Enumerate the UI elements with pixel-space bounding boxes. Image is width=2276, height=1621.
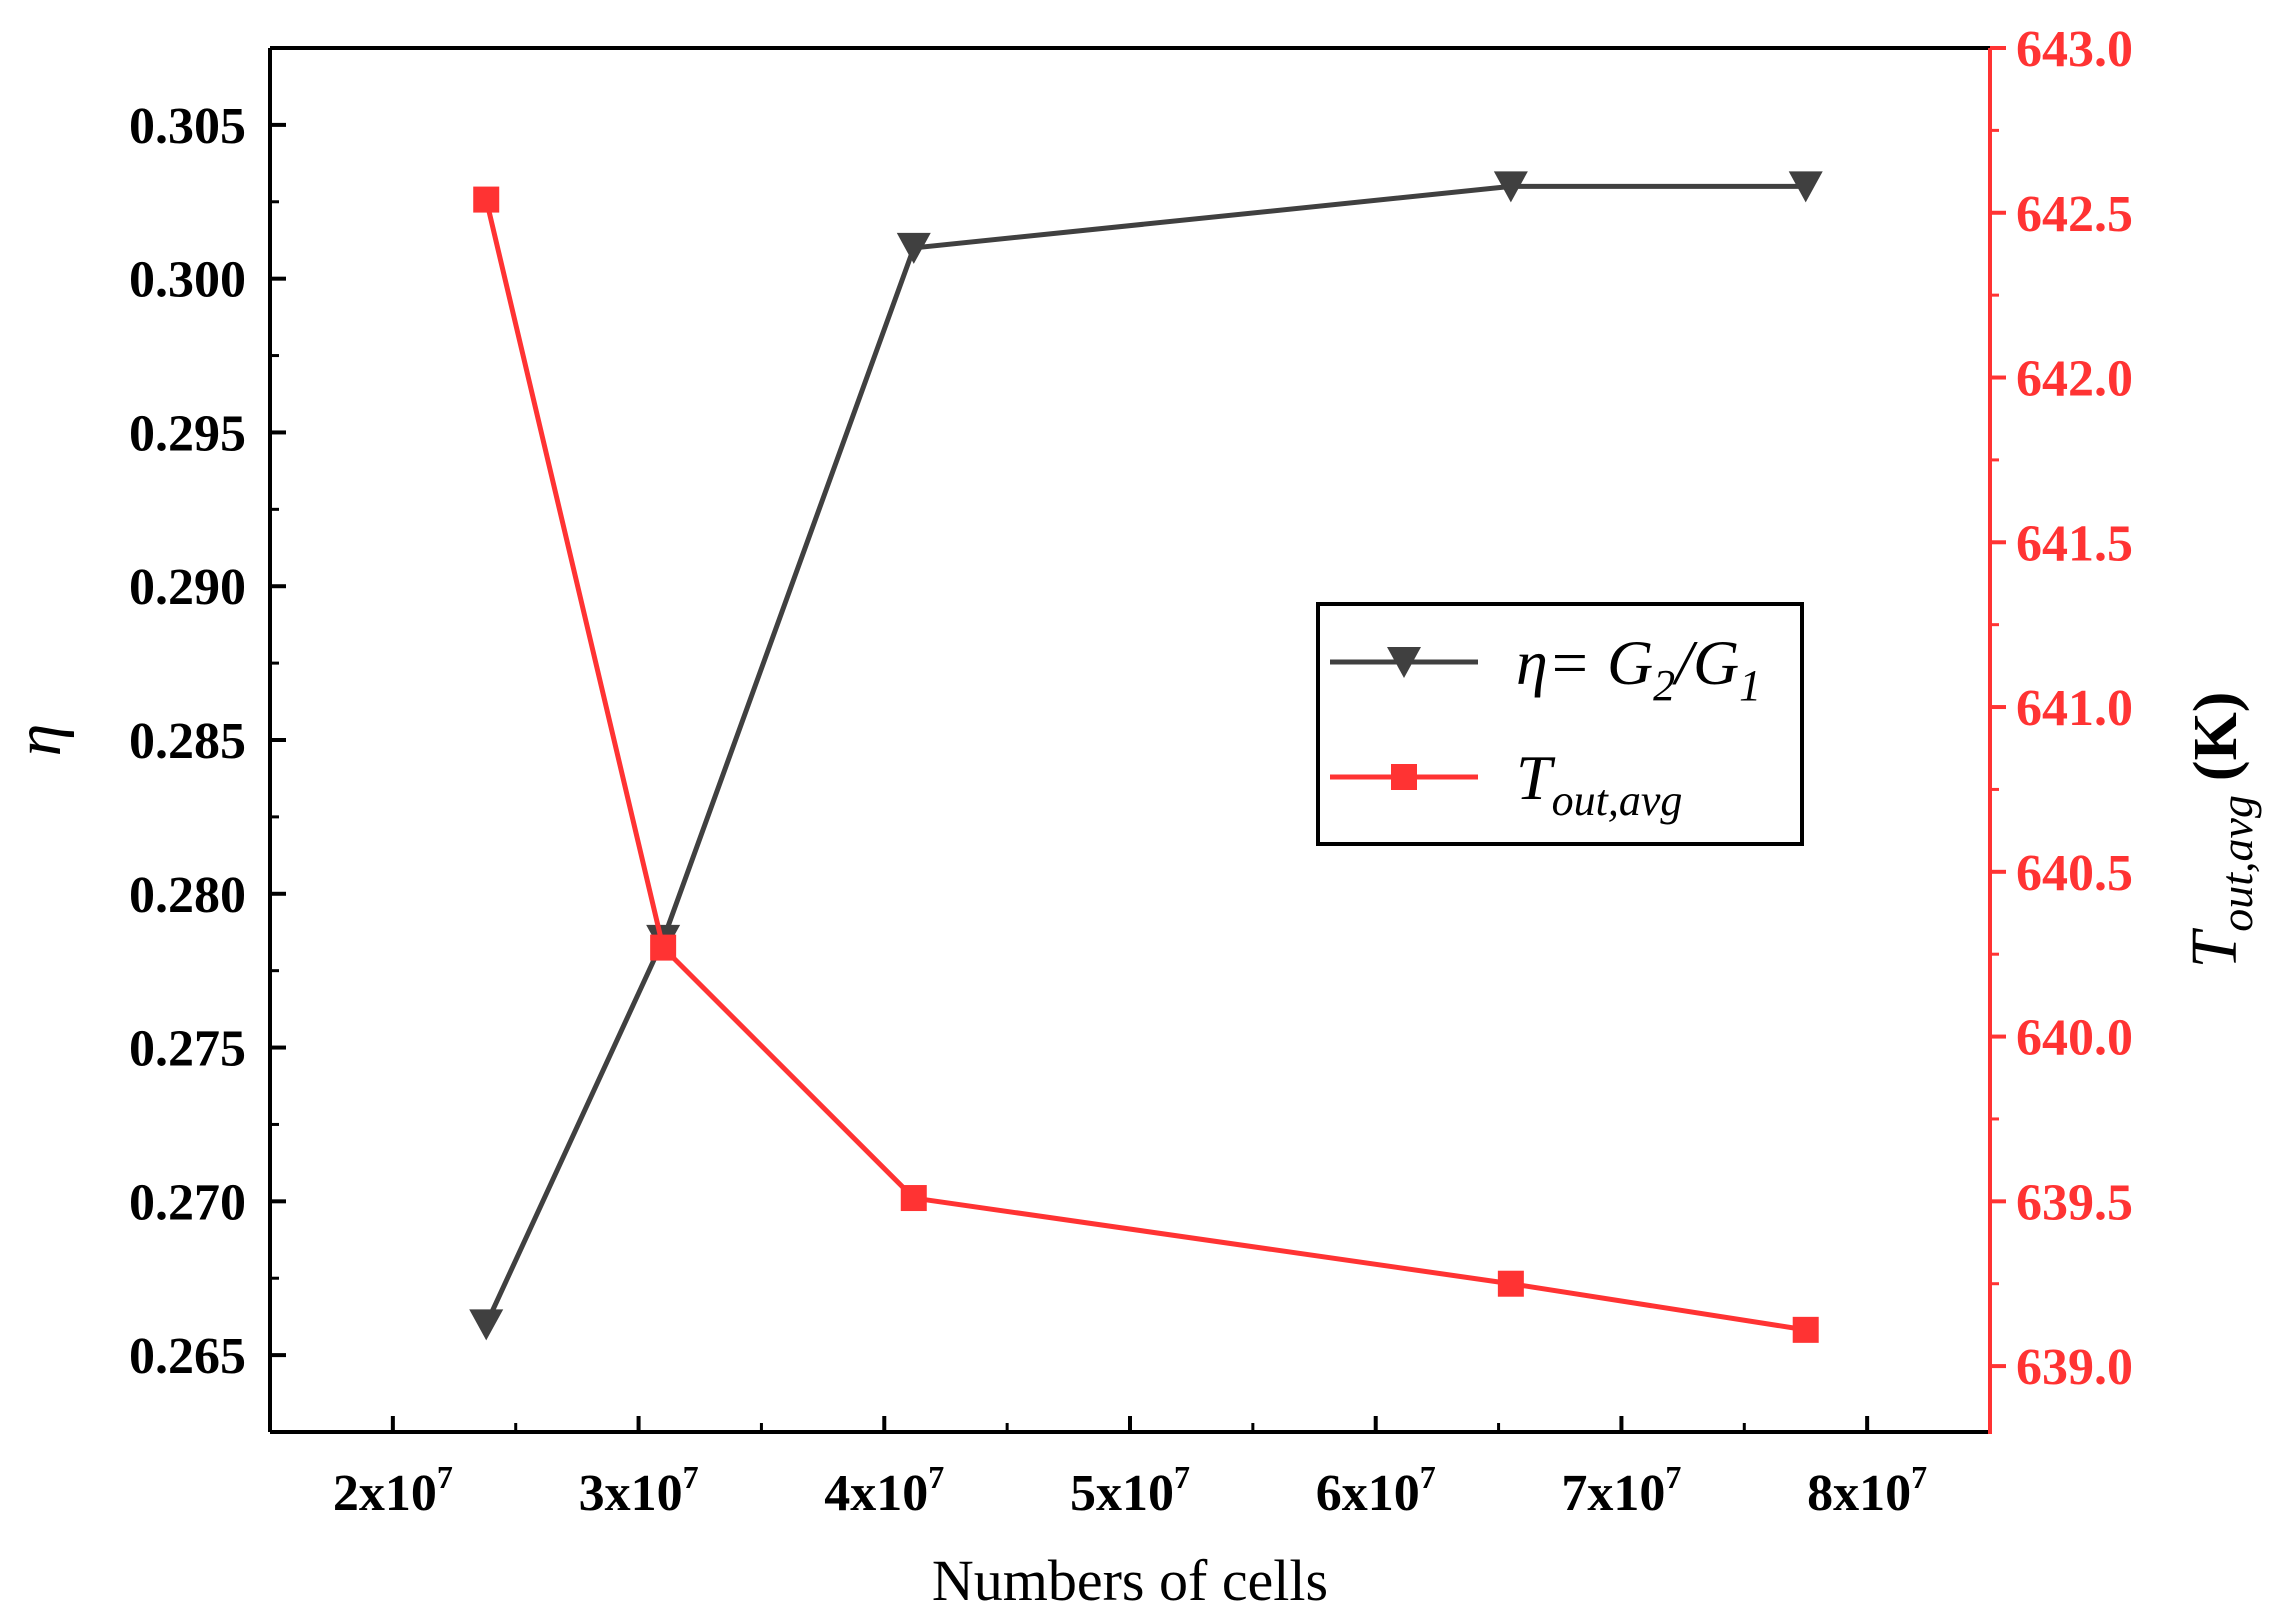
x-tick-label: 7x107 — [1561, 1459, 1681, 1522]
right-y-axis: 639.0 639.5 640.0 640.5 641.0 641.5 642.0 642.5… — [1990, 21, 2133, 1396]
right-tick-label: 642.5 — [2016, 186, 2133, 243]
legend-swatch-marker — [1387, 647, 1421, 678]
series-0-point — [896, 232, 931, 264]
left-tick-label: 0.275 — [129, 1021, 246, 1078]
left-tick-label: 0.285 — [129, 713, 246, 770]
legend-label: Tout,avg — [1516, 742, 1682, 825]
series-1-point — [473, 186, 500, 213]
right-tick-label: 639.5 — [2016, 1174, 2133, 1231]
x-tick-label: 4x107 — [824, 1459, 944, 1522]
series-0-point — [469, 1309, 504, 1341]
series-1-point — [1792, 1316, 1819, 1343]
right-tick-label: 640.5 — [2016, 845, 2133, 902]
x-axis-title: Numbers of cells — [932, 1548, 1328, 1613]
x-tick-label: 8x107 — [1807, 1459, 1927, 1522]
series-layer — [469, 171, 1823, 1343]
left-y-axis-title: η — [2, 724, 75, 757]
legend: η= G2/G1 Tout,avg — [1316, 602, 1804, 846]
x-tick-label: 6x107 — [1316, 1459, 1436, 1522]
x-axis: 2x107 3x107 4x107 5x107 6x107 7x107 8x107 — [333, 1416, 1927, 1522]
left-y-axis: 0.265 0.270 0.275 0.280 0.285 0.290 0.295 0.300… — [129, 98, 286, 1385]
x-tick-label: 2x107 — [333, 1459, 453, 1522]
right-tick-label: 641.5 — [2016, 515, 2133, 572]
x-tick-label: 3x107 — [579, 1459, 699, 1522]
left-tick-label: 0.295 — [129, 405, 246, 462]
left-tick-label: 0.290 — [129, 559, 246, 616]
left-tick-label: 0.300 — [129, 252, 246, 309]
legend-swatch-marker — [1391, 764, 1417, 790]
right-y-axis-title: Tout,avg(K) — [2178, 692, 2262, 969]
legend-box — [1316, 602, 1804, 846]
right-tick-label: 642.0 — [2016, 351, 2133, 408]
series-1-point — [1497, 1270, 1524, 1297]
left-tick-label: 0.305 — [129, 98, 246, 155]
right-tick-label: 639.0 — [2016, 1339, 2133, 1396]
series-0-point — [1493, 171, 1528, 203]
right-tick-label: 640.0 — [2016, 1010, 2133, 1067]
left-tick-label: 0.280 — [129, 867, 246, 924]
left-tick-label: 0.265 — [129, 1328, 246, 1385]
right-tick-label: 641.0 — [2016, 680, 2133, 737]
left-tick-label: 0.270 — [129, 1174, 246, 1231]
right-tick-label: 643.0 — [2016, 21, 2133, 78]
x-tick-label: 5x107 — [1070, 1459, 1190, 1522]
series-1-point — [900, 1185, 927, 1212]
series-0-point — [1788, 171, 1823, 203]
legend-label: η= G2/G1 — [1516, 627, 1761, 710]
series-1-point — [650, 934, 677, 961]
